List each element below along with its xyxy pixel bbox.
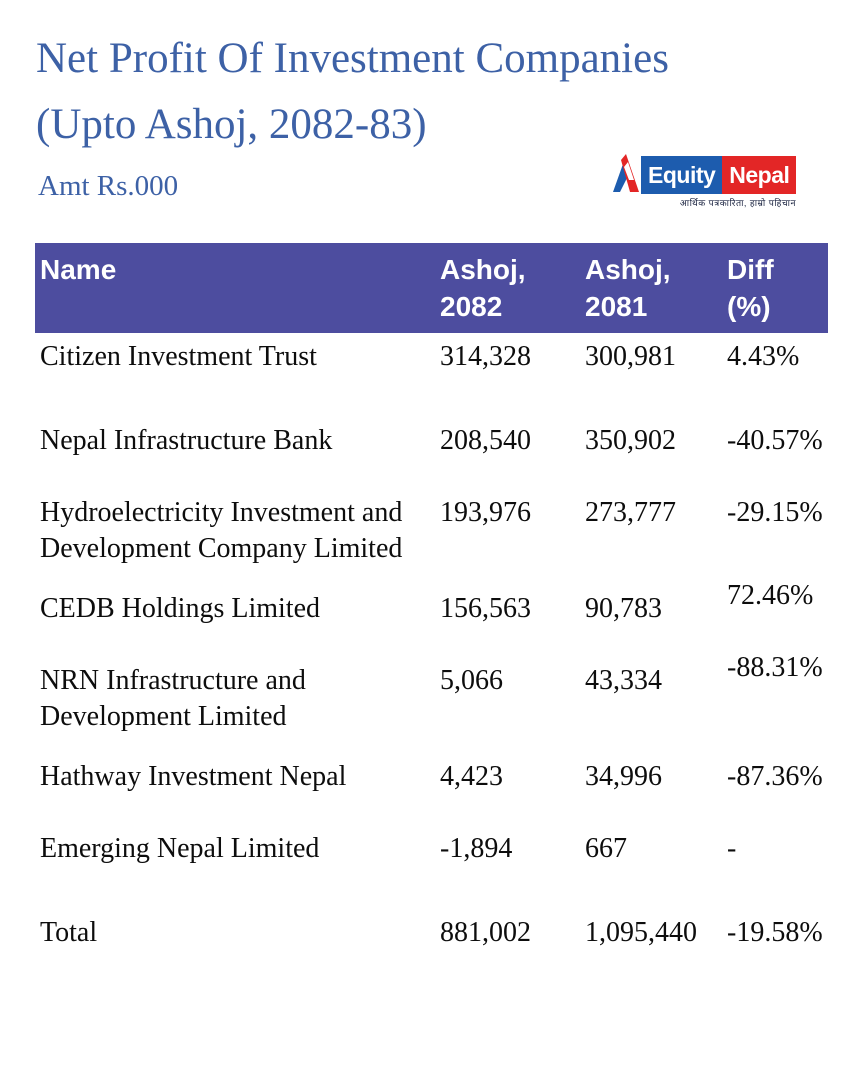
table-row: CEDB Holdings Limited 156,563 90,783 72.… (35, 580, 828, 657)
equity-nepal-logo: Equity Nepal आर्थिक पत्रकारिता, हाम्रो प… (612, 153, 797, 209)
amount-unit-note: Amt Rs.000 (38, 170, 179, 202)
cell-ashoj-2082: 156,563 (440, 593, 531, 624)
logo-tagline: आर्थिक पत्रकारिता, हाम्रो पहिचान (679, 198, 796, 208)
page-title-line1: Net Profit Of Investment Companies (36, 35, 669, 82)
logo-row: Equity Nepal (612, 153, 797, 194)
cell-company-name: Emerging Nepal Limited (40, 833, 320, 864)
cell-ashoj-2081: 350,902 (585, 425, 676, 456)
cell-ashoj-2081: 43,334 (585, 665, 662, 696)
page-title: Net Profit Of Investment Companies (Upto… (36, 26, 669, 158)
cell-diff: - (727, 833, 737, 864)
cell-ashoj-2082: 208,540 (440, 425, 531, 456)
cell-company-name: Hathway Investment Nepal (40, 761, 347, 792)
cell-company-name: Citizen Investment Trust (40, 341, 317, 372)
cell-diff: -19.58% (727, 917, 823, 948)
cell-ashoj-2081: 273,777 (585, 497, 676, 528)
cell-diff: -29.15% (727, 497, 823, 528)
cell-ashoj-2081: 300,981 (585, 341, 676, 372)
cell-ashoj-2082: 314,328 (440, 341, 531, 372)
logo-nepal-box: Nepal (722, 156, 797, 194)
cell-diff: 72.46% (727, 580, 814, 611)
table-row: Citizen Investment Trust 314,328 300,981… (35, 333, 828, 417)
mountain-peak-icon (613, 154, 639, 192)
table-row: NRN Infrastructure and Development Limit… (35, 652, 828, 753)
cell-ashoj-2082: -1,894 (440, 833, 513, 864)
cell-company-name: Nepal Infrastructure Bank (40, 425, 333, 456)
table-row: Nepal Infrastructure Bank 208,540 350,90… (35, 417, 828, 489)
cell-ashoj-2081: 90,783 (585, 593, 662, 624)
table-row-total: Total 881,002 1,095,440 -19.58% (35, 909, 828, 981)
cell-ashoj-2081: 667 (585, 833, 627, 864)
header-cell-diff: Diff (%) (727, 254, 774, 322)
table-header-row: Name Ashoj, 2082 Ashoj, 2081 Diff (%) (35, 243, 828, 333)
header-cell-ashoj-2082: Ashoj, 2082 (440, 254, 526, 322)
logo-equity-box: Equity (641, 156, 723, 194)
cell-ashoj-2081: 1,095,440 (585, 917, 697, 948)
table-row: Hathway Investment Nepal 4,423 34,996 -8… (35, 753, 828, 825)
cell-company-name: NRN Infrastructure and Development Limit… (40, 665, 306, 732)
logo-wordmark: Equity Nepal (641, 156, 797, 194)
table-row: Hydroelectricity Investment and Developm… (35, 489, 828, 585)
cell-company-name: Hydroelectricity Investment and Developm… (40, 497, 403, 564)
cell-ashoj-2081: 34,996 (585, 761, 662, 792)
cell-ashoj-2082: 193,976 (440, 497, 531, 528)
header-cell-name: Name (40, 254, 117, 285)
cell-company-name: CEDB Holdings Limited (40, 593, 320, 624)
cell-diff: -88.31% (727, 652, 823, 683)
cell-diff: 4.43% (727, 341, 800, 372)
cell-ashoj-2082: 881,002 (440, 917, 531, 948)
header-cell-ashoj-2081: Ashoj, 2081 (585, 254, 671, 322)
table-row: Emerging Nepal Limited -1,894 667 - (35, 825, 828, 909)
cell-ashoj-2082: 5,066 (440, 665, 503, 696)
page-title-line2: (Upto Ashoj, 2082-83) (36, 101, 427, 148)
cell-ashoj-2082: 4,423 (440, 761, 503, 792)
cell-diff: -87.36% (727, 761, 823, 792)
cell-company-name: Total (40, 917, 98, 948)
net-profit-table: Name Ashoj, 2082 Ashoj, 2081 Diff (%) Ci… (35, 243, 828, 981)
cell-diff: -40.57% (727, 425, 823, 456)
